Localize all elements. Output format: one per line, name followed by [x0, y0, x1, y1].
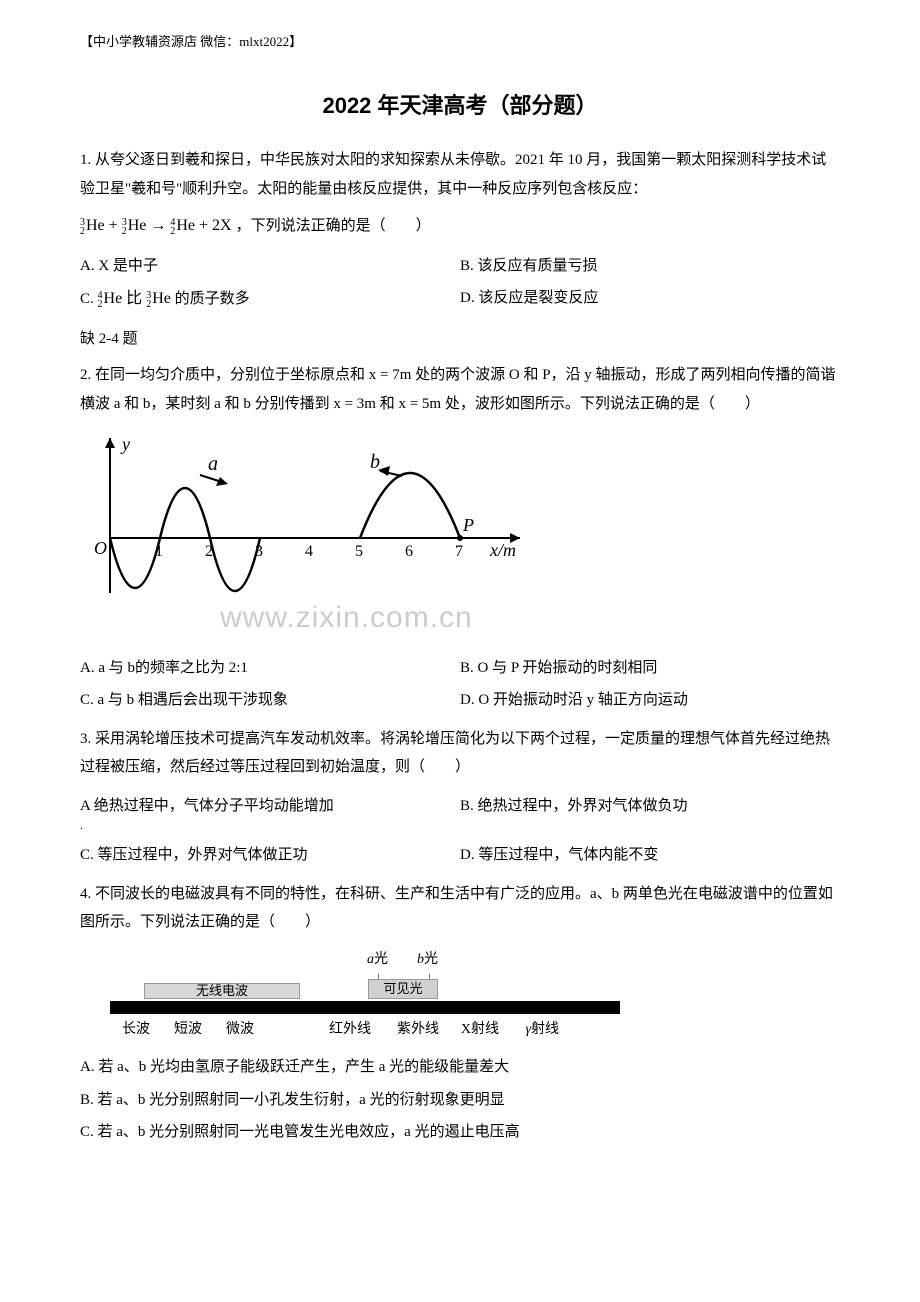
- q1-option-a: A. X 是中子: [80, 250, 460, 283]
- q4-option-a: A. 若 a、b 光均由氢原子能级跃迁产生，产生 a 光的能级能量差大: [80, 1051, 840, 1084]
- q4-stem: 4. 不同波长的电磁波具有不同的特性，在科研、生产和生活中有广泛的应用。a、b …: [80, 886, 833, 931]
- q1-c-prefix: C.: [80, 291, 98, 307]
- visible-block: 可见光: [368, 979, 438, 999]
- q3-options: A 绝热过程中，气体分子平均动能增加. B. 绝热过程中，外界对气体做负功 C.…: [80, 790, 840, 872]
- label-microwave: 微波: [214, 1017, 266, 1044]
- radio-block: 无线电波: [144, 983, 300, 999]
- watermark: www.zixin.com.cn: [220, 601, 473, 634]
- question-4: 4. 不同波长的电磁波具有不同的特性，在科研、生产和生活中有广泛的应用。a、b …: [80, 880, 840, 937]
- page-title: 2022 年天津高考（部分题）: [80, 85, 840, 127]
- label-shortwave: 短波: [162, 1017, 214, 1044]
- q3-option-c: C. 等压过程中，外界对气体做正功: [80, 839, 460, 872]
- svg-text:4: 4: [305, 543, 313, 560]
- svg-text:a: a: [208, 453, 218, 475]
- q2-options: A. a 与 b的频率之比为 2:1 B. O 与 P 开始振动的时刻相同 C.…: [80, 652, 840, 717]
- missing-note: 缺 2-4 题: [80, 325, 840, 354]
- svg-text:7: 7: [455, 543, 463, 560]
- q2-option-b: B. O 与 P 开始振动的时刻相同: [460, 652, 840, 685]
- q1-c-suffix: 的质子数多: [171, 291, 250, 307]
- q1-stem-prefix: 1. 从夸父逐日到羲和探日，中华民族对太阳的求知探索从未停歇。2021 年 10…: [80, 152, 826, 197]
- svg-text:y: y: [120, 434, 130, 454]
- label-gamma: γ射线: [499, 1017, 559, 1044]
- q3-a-text: A 绝热过程中，气体分子平均动能增加: [80, 798, 334, 814]
- spectrum-bar: [110, 1001, 620, 1014]
- q3-option-b: B. 绝热过程中，外界对气体做负功: [460, 790, 840, 839]
- label-xray: X射线: [439, 1017, 499, 1044]
- q4-option-b: B. 若 a、b 光分别照射同一小孔发生衍射，a 光的衍射现象更明显: [80, 1084, 840, 1117]
- q1-option-b: B. 该反应有质量亏损: [460, 250, 840, 283]
- q1-equation-line: 32He + 32He → 42He + 2X ，下列说法正确的是（ ）: [80, 211, 840, 241]
- q3-option-a: A 绝热过程中，气体分子平均动能增加.: [80, 790, 460, 839]
- spectrum-bottom-labels: 长波 短波 微波 红外线 紫外线 X射线 γ射线: [110, 1017, 620, 1044]
- question-2: 2. 在同一均匀介质中，分别位于坐标原点和 x = 7m 处的两个波源 O 和 …: [80, 361, 840, 418]
- q1-equation: 32He + 32He → 42He + 2X: [80, 217, 236, 234]
- q1-options: A. X 是中子 B. 该反应有质量亏损 C. 42He 比 32He 的质子数…: [80, 250, 840, 317]
- q1-stem-suffix: ，下列说法正确的是（ ）: [236, 218, 431, 234]
- visible-label: 可见光: [369, 980, 437, 998]
- wave-svg: y x/m O 1 2 3 4 5 6 7 a b P: [80, 428, 540, 608]
- q2-option-d: D. O 开始振动时沿 y 轴正方向运动: [460, 684, 840, 717]
- svg-text:b: b: [370, 451, 380, 473]
- q2-option-c: C. a 与 b 相遇后会出现干涉现象: [80, 684, 460, 717]
- q2-option-a: A. a 与 b的频率之比为 2:1: [80, 652, 460, 685]
- label-infrared: 红外线: [266, 1017, 371, 1044]
- q3-stem: 3. 采用涡轮增压技术可提高汽车发动机效率。将涡轮增压简化为以下两个过程，一定质…: [80, 731, 830, 776]
- header-note: 【中小学教辅资源店 微信：mlxt2022】: [80, 30, 840, 55]
- q4-options: A. 若 a、b 光均由氢原子能级跃迁产生，产生 a 光的能级能量差大 B. 若…: [80, 1051, 840, 1149]
- q1-option-d: D. 该反应是裂变反应: [460, 282, 840, 316]
- svg-text:5: 5: [355, 543, 363, 560]
- question-3: 3. 采用涡轮增压技术可提高汽车发动机效率。将涡轮增压简化为以下两个过程，一定质…: [80, 725, 840, 782]
- label-uv: 紫外线: [371, 1017, 439, 1044]
- svg-text:x/m: x/m: [489, 540, 516, 560]
- q1-option-c: C. 42He 比 32He 的质子数多: [80, 282, 460, 316]
- svg-text:6: 6: [405, 543, 413, 560]
- label-longwave: 长波: [110, 1017, 162, 1044]
- spectrum-figure: a光 b光 ↓ ↓ 可见光 无线电波 长波 短波 微波 红外线 紫外线 X射线 …: [110, 947, 840, 1044]
- q3-option-d: D. 等压过程中，气体内能不变: [460, 839, 840, 872]
- wave-figure: y x/m O 1 2 3 4 5 6 7 a b P www.zixin.co…: [80, 428, 840, 646]
- svg-text:P: P: [462, 515, 474, 535]
- question-1: 1. 从夸父逐日到羲和探日，中华民族对太阳的求知探索从未停歇。2021 年 10…: [80, 146, 840, 203]
- svg-text:O: O: [94, 538, 107, 558]
- q4-option-c: C. 若 a、b 光分别照射同一光电管发生光电效应，a 光的遏止电压高: [80, 1116, 840, 1149]
- q2-stem: 2. 在同一均匀介质中，分别位于坐标原点和 x = 7m 处的两个波源 O 和 …: [80, 367, 836, 412]
